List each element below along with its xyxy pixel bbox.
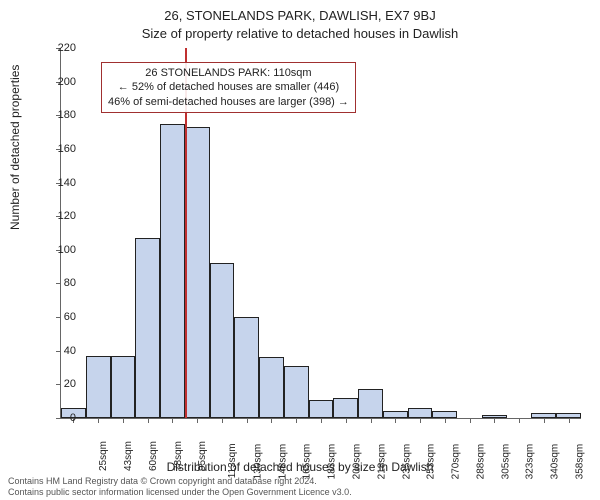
xtick-label: 60sqm <box>148 441 159 471</box>
xtick-mark <box>519 418 520 423</box>
histogram-bar <box>432 411 457 418</box>
ytick-label: 100 <box>58 244 76 256</box>
page-title: 26, STONELANDS PARK, DAWLISH, EX7 9BJ <box>0 8 600 23</box>
histogram-bar <box>358 389 383 418</box>
xtick-label: 78sqm <box>173 441 184 471</box>
chart-plot-area: 26 STONELANDS PARK: 110sqm← 52% of detac… <box>60 48 581 419</box>
ytick-mark <box>56 351 61 352</box>
chart-subtitle: Size of property relative to detached ho… <box>0 26 600 41</box>
xtick-mark <box>271 418 272 423</box>
histogram-bar <box>234 317 259 418</box>
xtick-mark <box>296 418 297 423</box>
histogram-bar <box>160 124 185 418</box>
histogram-bar <box>333 398 358 418</box>
xtick-label: 253sqm <box>426 444 437 480</box>
xtick-mark <box>148 418 149 423</box>
xtick-mark <box>569 418 570 423</box>
histogram-bar <box>86 356 111 418</box>
ytick-label: 180 <box>58 109 76 121</box>
xtick-mark <box>371 418 372 423</box>
ytick-label: 140 <box>58 177 76 189</box>
ytick-label: 20 <box>64 378 76 390</box>
xtick-label: 323sqm <box>525 444 536 480</box>
xtick-mark <box>494 418 495 423</box>
ytick-label: 120 <box>58 210 76 222</box>
histogram-bar <box>408 408 433 418</box>
xtick-label: 288sqm <box>475 444 486 480</box>
xtick-label: 305sqm <box>500 444 511 480</box>
xtick-label: 218sqm <box>376 444 387 480</box>
xtick-mark <box>445 418 446 423</box>
xtick-mark <box>470 418 471 423</box>
histogram-bar <box>309 400 334 419</box>
ytick-label: 40 <box>64 345 76 357</box>
xtick-mark <box>197 418 198 423</box>
xtick-mark <box>98 418 99 423</box>
y-axis-label: Number of detached properties <box>8 65 22 230</box>
ytick-label: 160 <box>58 143 76 155</box>
info-box-line: 46% of semi-detached houses are larger (… <box>108 95 349 109</box>
xtick-mark <box>395 418 396 423</box>
info-box-line: 26 STONELANDS PARK: 110sqm <box>108 66 349 80</box>
histogram-bar <box>135 238 160 418</box>
histogram-bar <box>259 357 284 418</box>
ytick-label: 220 <box>58 42 76 54</box>
histogram-bar <box>111 356 136 418</box>
xtick-label: 165sqm <box>302 444 313 480</box>
xtick-label: 25sqm <box>98 441 109 471</box>
footer-line: Contains public sector information licen… <box>8 487 352 498</box>
xtick-label: 113sqm <box>227 443 238 478</box>
xtick-label: 183sqm <box>327 444 338 480</box>
xtick-mark <box>544 418 545 423</box>
xtick-mark <box>247 418 248 423</box>
ytick-label: 0 <box>70 412 76 424</box>
xtick-label: 235sqm <box>401 444 412 480</box>
xtick-label: 340sqm <box>550 444 561 480</box>
xtick-mark <box>222 418 223 423</box>
xtick-mark <box>172 418 173 423</box>
xtick-label: 270sqm <box>451 444 462 480</box>
histogram-bar <box>284 366 309 418</box>
xtick-label: 43sqm <box>123 441 134 471</box>
xtick-label: 148sqm <box>277 444 288 480</box>
ytick-label: 80 <box>64 277 76 289</box>
xtick-mark <box>420 418 421 423</box>
footer-line: Contains HM Land Registry data © Crown c… <box>8 476 352 487</box>
ytick-label: 60 <box>64 311 76 323</box>
ytick-mark <box>56 418 61 419</box>
ytick-label: 200 <box>58 76 76 88</box>
ytick-mark <box>56 283 61 284</box>
ytick-mark <box>56 384 61 385</box>
histogram-bar <box>210 263 235 418</box>
xtick-mark <box>346 418 347 423</box>
footer-attribution: Contains HM Land Registry data © Crown c… <box>8 476 352 498</box>
info-box-line: ← 52% of detached houses are smaller (44… <box>108 80 349 94</box>
xtick-label: 358sqm <box>574 444 585 480</box>
xtick-label: 200sqm <box>352 444 363 480</box>
ytick-mark <box>56 317 61 318</box>
histogram-bar <box>185 127 210 418</box>
xtick-label: 130sqm <box>253 444 264 480</box>
xtick-mark <box>321 418 322 423</box>
histogram-bar <box>383 411 408 418</box>
xtick-mark <box>123 418 124 423</box>
xtick-label: 95sqm <box>197 441 208 471</box>
property-info-box: 26 STONELANDS PARK: 110sqm← 52% of detac… <box>101 62 356 113</box>
